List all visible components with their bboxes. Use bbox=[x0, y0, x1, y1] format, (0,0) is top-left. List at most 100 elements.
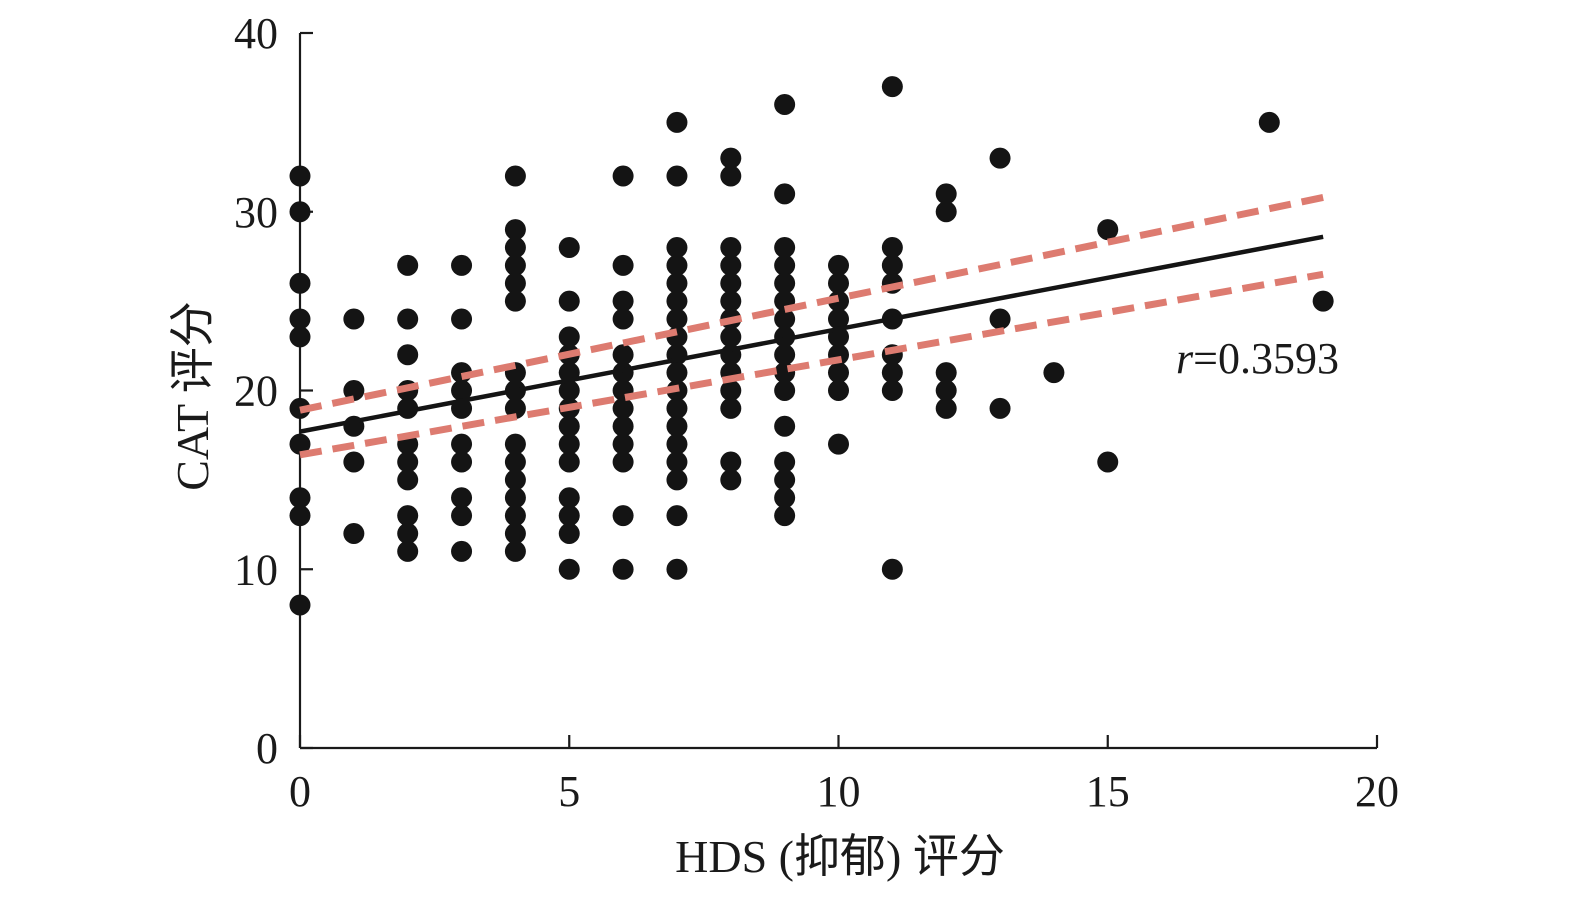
data-point bbox=[397, 451, 419, 473]
data-point bbox=[397, 344, 419, 366]
data-point bbox=[612, 558, 634, 580]
data-point bbox=[451, 540, 473, 562]
tick-group: 0 10 20 30 40 0 5 10 15 20 bbox=[234, 9, 1399, 816]
data-point bbox=[720, 237, 742, 258]
data-point bbox=[774, 505, 796, 527]
data-point bbox=[774, 415, 796, 437]
data-point bbox=[504, 290, 526, 312]
data-point bbox=[828, 272, 849, 294]
data-point bbox=[612, 415, 634, 437]
data-point bbox=[504, 219, 526, 241]
data-point bbox=[504, 523, 526, 544]
data-point bbox=[666, 165, 688, 187]
data-point bbox=[720, 469, 742, 491]
data-point bbox=[451, 254, 473, 276]
data-point bbox=[504, 487, 526, 509]
y-tick-label: 10 bbox=[234, 545, 278, 594]
data-point bbox=[612, 451, 634, 473]
data-point bbox=[881, 254, 903, 276]
data-point bbox=[935, 380, 957, 401]
data-point bbox=[451, 380, 473, 401]
data-point bbox=[504, 433, 526, 455]
data-point bbox=[720, 326, 742, 348]
data-point bbox=[720, 272, 742, 294]
data-point bbox=[881, 380, 903, 401]
data-point bbox=[774, 237, 796, 258]
data-point bbox=[289, 165, 311, 187]
data-point bbox=[289, 594, 311, 616]
data-point bbox=[558, 237, 580, 258]
data-point bbox=[612, 254, 634, 276]
data-point bbox=[666, 254, 688, 276]
x-tick-label: 5 bbox=[558, 767, 580, 816]
data-point bbox=[774, 451, 796, 473]
data-point bbox=[1258, 111, 1280, 133]
data-point bbox=[774, 94, 796, 115]
y-axis-title: CAT 评分 bbox=[167, 301, 218, 491]
data-point bbox=[451, 308, 473, 330]
data-point bbox=[289, 308, 311, 330]
data-point bbox=[666, 415, 688, 437]
x-tick-label: 0 bbox=[289, 767, 311, 816]
fit-lines bbox=[299, 194, 1324, 459]
data-point bbox=[504, 469, 526, 491]
data-point bbox=[343, 308, 365, 330]
data-point bbox=[774, 308, 796, 330]
data-point bbox=[666, 111, 688, 133]
data-point bbox=[289, 201, 311, 223]
data-point bbox=[612, 397, 634, 419]
data-point bbox=[504, 254, 526, 276]
data-point bbox=[881, 362, 903, 384]
data-point bbox=[558, 523, 580, 544]
data-point bbox=[504, 451, 526, 473]
data-point bbox=[774, 469, 796, 491]
data-point bbox=[720, 397, 742, 419]
data-point bbox=[828, 308, 849, 330]
data-point bbox=[720, 147, 742, 169]
data-point bbox=[504, 397, 526, 419]
data-point bbox=[881, 558, 903, 580]
data-point bbox=[558, 380, 580, 401]
data-point bbox=[828, 433, 849, 455]
data-point bbox=[828, 254, 849, 276]
data-point bbox=[397, 505, 419, 527]
y-tick-label: 30 bbox=[234, 188, 278, 237]
data-point bbox=[558, 505, 580, 527]
data-point bbox=[720, 290, 742, 312]
data-point bbox=[612, 344, 634, 366]
data-point bbox=[558, 558, 580, 580]
data-point bbox=[289, 505, 311, 527]
data-point bbox=[828, 362, 849, 384]
x-tick-label: 10 bbox=[817, 767, 861, 816]
data-point bbox=[666, 505, 688, 527]
correlation-annotation: r=0.3593 bbox=[1176, 334, 1339, 383]
data-point bbox=[558, 290, 580, 312]
y-tick-label: 40 bbox=[234, 9, 278, 58]
data-point bbox=[612, 165, 634, 187]
data-point bbox=[774, 380, 796, 401]
data-point bbox=[504, 540, 526, 562]
data-point bbox=[666, 362, 688, 384]
data-point bbox=[666, 469, 688, 491]
data-point bbox=[774, 254, 796, 276]
x-axis-title: HDS (抑郁) 评分 bbox=[675, 831, 1005, 882]
data-point bbox=[774, 183, 796, 205]
data-point bbox=[881, 76, 903, 98]
data-point bbox=[289, 272, 311, 294]
data-point bbox=[666, 558, 688, 580]
data-point bbox=[612, 308, 634, 330]
data-point bbox=[1097, 219, 1119, 241]
x-tick-label: 20 bbox=[1355, 767, 1399, 816]
data-point bbox=[935, 362, 957, 384]
data-point bbox=[397, 254, 419, 276]
data-point bbox=[989, 147, 1011, 169]
data-point bbox=[666, 308, 688, 330]
data-point bbox=[666, 451, 688, 473]
data-point bbox=[666, 433, 688, 455]
ci-lower-line bbox=[299, 270, 1324, 459]
data-point bbox=[935, 201, 957, 223]
data-point bbox=[774, 272, 796, 294]
y-tick-label: 20 bbox=[234, 367, 278, 416]
